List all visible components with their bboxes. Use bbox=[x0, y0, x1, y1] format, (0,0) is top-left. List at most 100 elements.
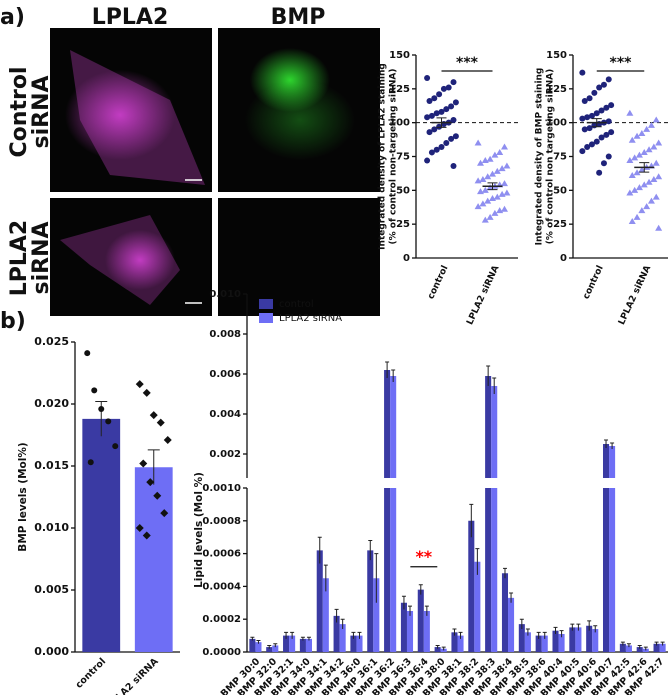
error-bar bbox=[525, 628, 530, 636]
point bbox=[433, 146, 440, 153]
point bbox=[438, 144, 445, 151]
point bbox=[160, 509, 169, 518]
bar bbox=[134, 467, 173, 652]
point bbox=[452, 99, 459, 106]
point bbox=[579, 115, 586, 122]
error-bar bbox=[374, 553, 379, 603]
point bbox=[501, 143, 508, 150]
y-tick-label: 100 bbox=[546, 118, 567, 129]
y-tick-label: 50 bbox=[553, 185, 567, 196]
error-bar bbox=[256, 640, 261, 644]
y-tick-label: 25 bbox=[553, 219, 567, 230]
point bbox=[474, 203, 482, 210]
point bbox=[600, 160, 607, 167]
error-bar bbox=[610, 442, 615, 449]
point bbox=[146, 478, 155, 487]
point bbox=[596, 84, 603, 91]
point bbox=[448, 135, 455, 142]
point bbox=[605, 153, 612, 160]
point bbox=[598, 134, 605, 141]
bar bbox=[283, 635, 290, 652]
error-bar bbox=[351, 631, 356, 639]
y-tick-label: 100 bbox=[389, 118, 410, 129]
y-tick-label: 0.002 bbox=[209, 449, 241, 460]
point bbox=[635, 151, 643, 158]
y-tick-label: 0.0010 bbox=[202, 483, 241, 494]
error-bar bbox=[273, 643, 278, 648]
bar bbox=[333, 615, 340, 652]
x-tick-label: control bbox=[74, 656, 109, 691]
y-tick-label: 0.000 bbox=[34, 645, 69, 658]
point bbox=[486, 155, 494, 162]
point bbox=[489, 170, 496, 177]
bar bbox=[451, 632, 458, 652]
row-label: LPLA2 bbox=[7, 220, 32, 297]
point bbox=[436, 91, 443, 98]
point bbox=[650, 176, 658, 183]
point bbox=[598, 107, 605, 114]
significance: *** bbox=[610, 55, 633, 71]
legend-label: control bbox=[279, 299, 314, 310]
bar bbox=[653, 643, 660, 652]
bar bbox=[524, 632, 531, 652]
bar bbox=[400, 602, 407, 652]
error-bar bbox=[469, 503, 474, 538]
error-bar bbox=[542, 631, 547, 639]
point bbox=[450, 79, 457, 86]
point bbox=[452, 133, 459, 140]
error-bar bbox=[300, 636, 305, 641]
point bbox=[142, 388, 151, 397]
error-bar bbox=[660, 641, 665, 646]
error-bar bbox=[637, 644, 642, 649]
bar bbox=[316, 550, 323, 652]
error-bar bbox=[486, 365, 491, 386]
row-label: siRNA bbox=[29, 221, 54, 294]
point bbox=[431, 126, 438, 133]
point bbox=[605, 118, 612, 125]
point bbox=[489, 194, 496, 201]
point bbox=[496, 148, 504, 155]
y-axis-title: (% of control non targeting siRNA) bbox=[546, 69, 556, 244]
point bbox=[156, 418, 165, 427]
point bbox=[428, 112, 435, 119]
bar bbox=[457, 635, 464, 652]
point bbox=[647, 121, 655, 128]
error-bar bbox=[509, 592, 514, 603]
point bbox=[163, 435, 172, 444]
row-label: Control bbox=[7, 67, 32, 158]
point bbox=[655, 139, 663, 146]
point bbox=[424, 75, 431, 82]
column-label: LPLA2 bbox=[92, 5, 169, 30]
error-bar bbox=[458, 631, 463, 639]
bar bbox=[535, 635, 542, 652]
y-tick-label: 0.005 bbox=[34, 583, 69, 596]
point bbox=[491, 209, 499, 216]
bar bbox=[406, 611, 414, 652]
error-bar bbox=[401, 595, 406, 610]
bar bbox=[289, 635, 296, 652]
point bbox=[481, 157, 489, 164]
error-bar bbox=[435, 644, 440, 649]
point bbox=[87, 459, 94, 466]
point bbox=[652, 193, 660, 200]
point bbox=[645, 146, 653, 153]
y-tick-label: 0.025 bbox=[34, 335, 69, 348]
point bbox=[503, 189, 511, 196]
point bbox=[477, 188, 484, 195]
point bbox=[493, 167, 501, 174]
bar bbox=[619, 643, 626, 652]
point bbox=[491, 151, 499, 158]
point bbox=[628, 171, 636, 178]
point bbox=[603, 104, 610, 111]
point bbox=[498, 190, 506, 197]
bar bbox=[339, 624, 346, 652]
error-bar bbox=[340, 618, 345, 630]
point bbox=[426, 98, 433, 105]
error-bar bbox=[604, 439, 609, 448]
bar bbox=[491, 386, 498, 652]
point bbox=[603, 131, 610, 138]
point bbox=[142, 531, 151, 540]
point bbox=[443, 139, 450, 146]
bar bbox=[299, 638, 306, 652]
